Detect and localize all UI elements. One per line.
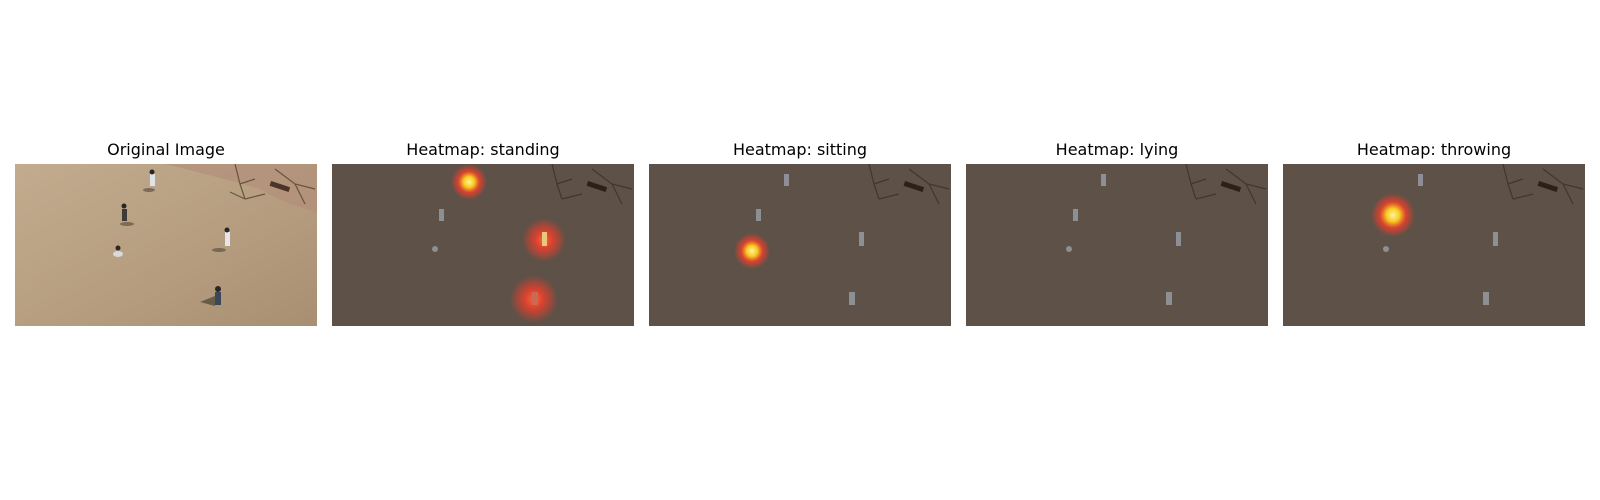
heatmap-lying-image [966, 164, 1268, 326]
heatmap-throwing-image [1283, 164, 1585, 326]
panel-title: Heatmap: standing [332, 136, 634, 164]
panel-heatmap-standing: Heatmap: standing [332, 136, 634, 326]
ground [649, 164, 951, 326]
heatmap-standing-image [332, 164, 634, 326]
ground [966, 164, 1268, 326]
ground [1283, 164, 1585, 326]
panel-title: Heatmap: throwing [1283, 136, 1585, 164]
heatmap-sitting-image [649, 164, 951, 326]
panel-heatmap-sitting: Heatmap: sitting [649, 136, 951, 326]
hotspot-person-upper-left [1371, 193, 1415, 237]
hotspot-person-top [451, 164, 487, 200]
panel-title: Original Image [15, 136, 317, 164]
panel-heatmap-lying: Heatmap: lying [966, 136, 1268, 326]
panel-title: Heatmap: sitting [649, 136, 951, 164]
panel-heatmap-throwing: Heatmap: throwing [1283, 136, 1585, 326]
panel-title: Heatmap: lying [966, 136, 1268, 164]
original-image [15, 164, 317, 326]
panel-original: Original Image [15, 136, 317, 326]
hotspot-person-left-crouching [734, 233, 770, 269]
